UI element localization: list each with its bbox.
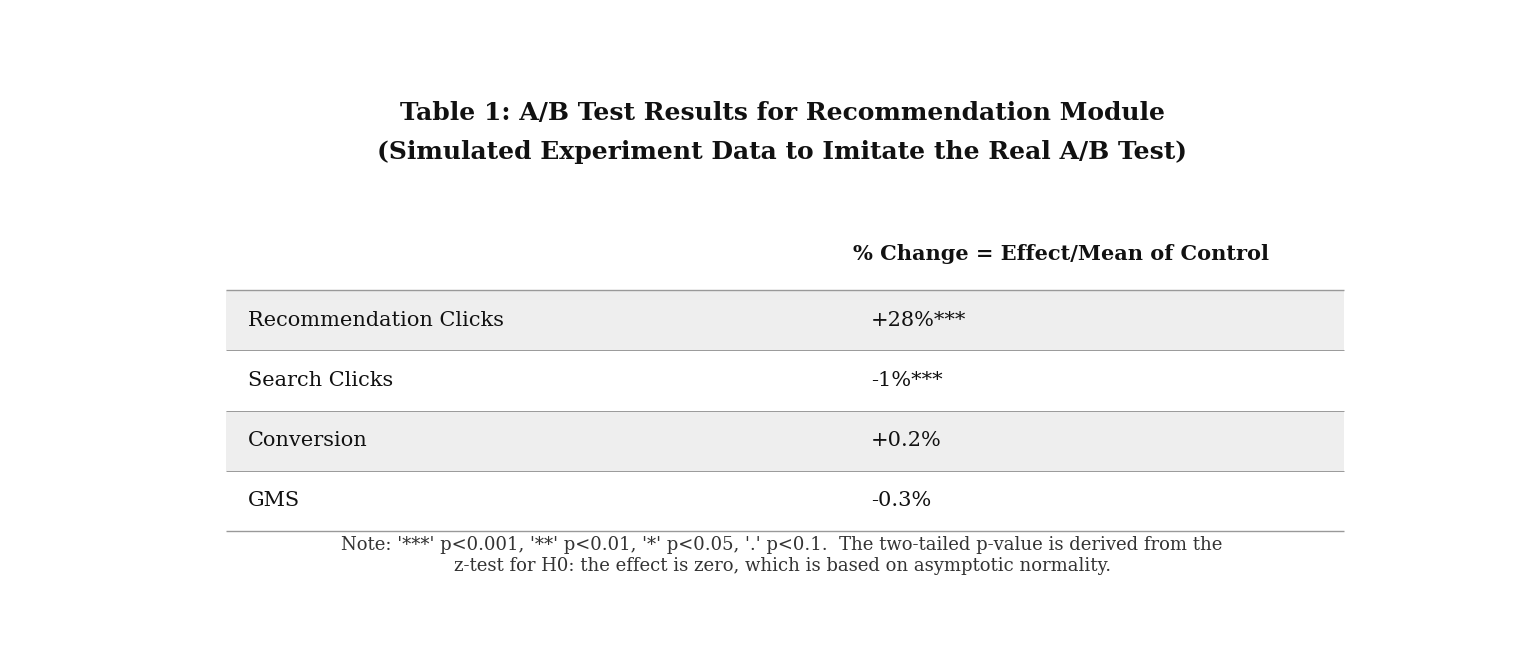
Text: Note: '***' p<0.001, '**' p<0.01, '*' p<0.05, '.' p<0.1.  The two-tailed p-value: Note: '***' p<0.001, '**' p<0.01, '*' p<…	[342, 536, 1222, 554]
Text: z-test for H0: the effect is zero, which is based on asymptotic normality.: z-test for H0: the effect is zero, which…	[453, 557, 1111, 575]
Text: Conversion: Conversion	[247, 431, 368, 450]
Text: GMS: GMS	[247, 491, 299, 510]
Text: Table 1: A/B Test Results for Recommendation Module: Table 1: A/B Test Results for Recommenda…	[400, 101, 1164, 126]
Text: +0.2%: +0.2%	[871, 431, 942, 450]
Text: Recommendation Clicks: Recommendation Clicks	[247, 310, 504, 330]
Text: % Change = Effect/Mean of Control: % Change = Effect/Mean of Control	[853, 245, 1270, 264]
Text: -1%***: -1%***	[871, 371, 943, 390]
Text: (Simulated Experiment Data to Imitate the Real A/B Test): (Simulated Experiment Data to Imitate th…	[377, 140, 1187, 164]
Text: +28%***: +28%***	[871, 310, 966, 330]
Text: -0.3%: -0.3%	[871, 491, 931, 510]
Text: Search Clicks: Search Clicks	[247, 371, 392, 390]
